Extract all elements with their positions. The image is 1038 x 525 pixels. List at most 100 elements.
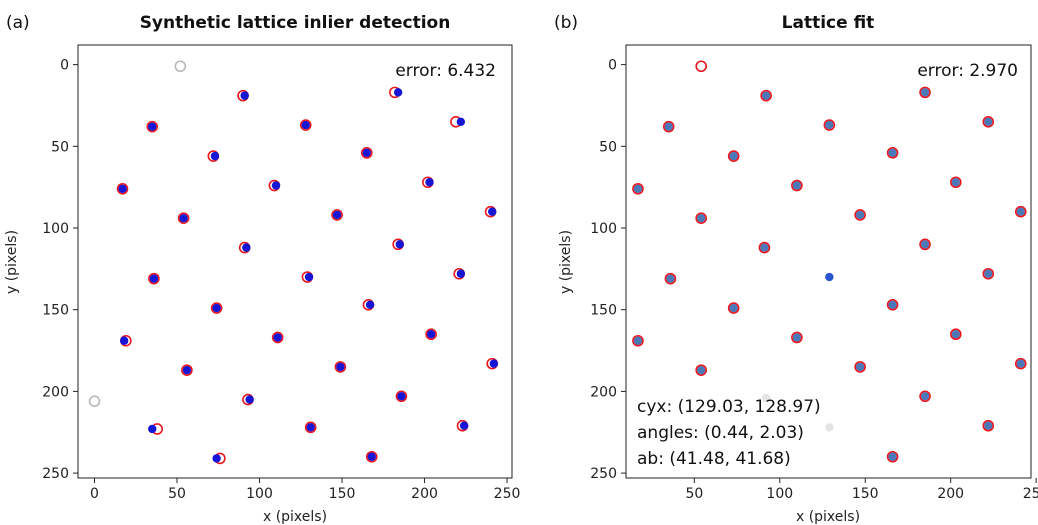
panel-b-label: (b) [554, 13, 578, 33]
lattice-point-circle [919, 390, 931, 403]
lattice-point-circle [395, 390, 408, 403]
panel-a-error-text: error: 6.432 [395, 61, 496, 81]
y-tick-label: 200 [590, 384, 617, 400]
lattice-point-circle [632, 182, 644, 195]
detected-point-dot [210, 151, 220, 161]
detected-point-dot [825, 272, 834, 282]
lattice-point-circle [664, 272, 677, 285]
detected-point-dot [425, 178, 434, 187]
panel-b-y-axis: 0 50 100 150 200 250 [590, 58, 626, 482]
detected-point-dot [304, 272, 314, 282]
panel-b-ab-text: ab: (41.48, 41.68) [637, 449, 791, 469]
detected-point-dot [240, 91, 249, 100]
detected-point-dot [149, 274, 159, 283]
panel-b-title: Lattice fit [782, 13, 875, 33]
detected-point-dot [487, 207, 497, 216]
detected-point-dot [365, 300, 375, 309]
detected-point-dot [761, 393, 771, 403]
lattice-point-circle [174, 60, 187, 73]
lattice-point-circle [695, 364, 707, 376]
lattice-point-circle [950, 176, 962, 189]
detected-point-dot [920, 240, 930, 249]
detected-point-dot [456, 269, 466, 278]
panel-a-y-label: y (pixels) [4, 230, 20, 294]
detected-point-dot [984, 421, 993, 430]
detected-point-dot [456, 117, 466, 126]
x-tick-label: 0 [90, 486, 99, 502]
detected-point-dot [395, 240, 404, 249]
detected-point-dot [633, 184, 643, 193]
detected-point-dot [920, 88, 930, 97]
lattice-point-circle [919, 238, 931, 251]
lattice-point-circle [727, 302, 740, 314]
lattice-point-circle [177, 212, 190, 224]
lattice-point-circle [271, 331, 284, 344]
panel-b-y-label: y (pixels) [558, 230, 574, 294]
x-tick-label: 100 [246, 486, 273, 502]
detected-point-dot [792, 333, 802, 342]
detected-point-dot [367, 452, 376, 461]
detected-point-dot [393, 88, 403, 97]
lattice-point-circle [727, 150, 740, 162]
detected-point-dot [148, 424, 157, 434]
lattice-point-circle [662, 120, 675, 133]
lattice-point-circle [919, 86, 931, 99]
detected-point-dot [426, 330, 436, 339]
lattice-point-circle [146, 120, 159, 133]
panel-a-title: Synthetic lattice inlier detection [140, 13, 451, 33]
y-tick-label: 50 [599, 139, 617, 155]
detected-point-dot [1016, 207, 1025, 216]
detected-point-dot [696, 365, 706, 375]
detected-point-dot [212, 454, 221, 463]
lattice-point-circle [210, 302, 223, 314]
lattice-point-circle [304, 421, 317, 434]
detected-point-dot [362, 148, 371, 158]
detected-point-dot [920, 392, 930, 401]
detected-point-dot [664, 122, 673, 131]
lattice-point-circle [181, 364, 193, 376]
detected-point-dot [696, 214, 706, 223]
lattice-point-circle [148, 272, 160, 285]
detected-point-dot [825, 423, 834, 432]
y-tick-label: 0 [608, 58, 617, 74]
detected-point-dot [118, 184, 127, 193]
x-tick-label: 150 [329, 486, 356, 502]
x-tick-label: 250 [494, 486, 521, 502]
lattice-point-circle [1014, 205, 1027, 218]
detected-point-dot [459, 421, 469, 430]
detected-point-dot [825, 120, 834, 130]
detected-point-dot [855, 210, 865, 220]
y-tick-label: 200 [42, 384, 69, 400]
detected-point-dot [951, 330, 961, 339]
y-tick-label: 150 [590, 303, 617, 319]
detected-point-dot [397, 392, 406, 401]
panel-b-plot-area [625, 44, 1032, 479]
detected-point-dot [179, 214, 188, 223]
detected-point-dot [633, 336, 643, 345]
panel-a-x-axis: 0 50 100 150 200 250 [90, 478, 520, 502]
y-tick-label: 100 [590, 221, 617, 237]
lattice-point-circle [760, 89, 772, 102]
lattice-point-circle [299, 119, 312, 131]
y-tick-label: 250 [42, 466, 69, 482]
detected-point-dot [301, 120, 310, 130]
panel-a-x-label: x (pixels) [263, 509, 327, 525]
panel-a-plot-area [77, 44, 513, 479]
panel-b-x-axis: 50 100 150 200 250 [685, 478, 1038, 502]
detected-point-dot [212, 303, 221, 313]
panel-b-angles-text: angles: (0.44, 2.03) [637, 423, 804, 443]
detected-point-dot [148, 122, 157, 131]
detected-point-dot [888, 452, 897, 461]
detected-point-dot [984, 117, 993, 126]
lattice-point-circle [886, 147, 899, 159]
x-tick-label: 150 [852, 486, 879, 502]
lattice-point-circle [331, 209, 343, 221]
detected-point-dot [182, 365, 192, 375]
detected-point-dot [760, 243, 769, 252]
y-tick-label: 50 [51, 139, 69, 155]
lattice-point-circle [886, 298, 899, 311]
detected-point-dot [242, 243, 251, 252]
detected-point-dot [951, 178, 961, 187]
detected-point-dot [336, 362, 345, 372]
